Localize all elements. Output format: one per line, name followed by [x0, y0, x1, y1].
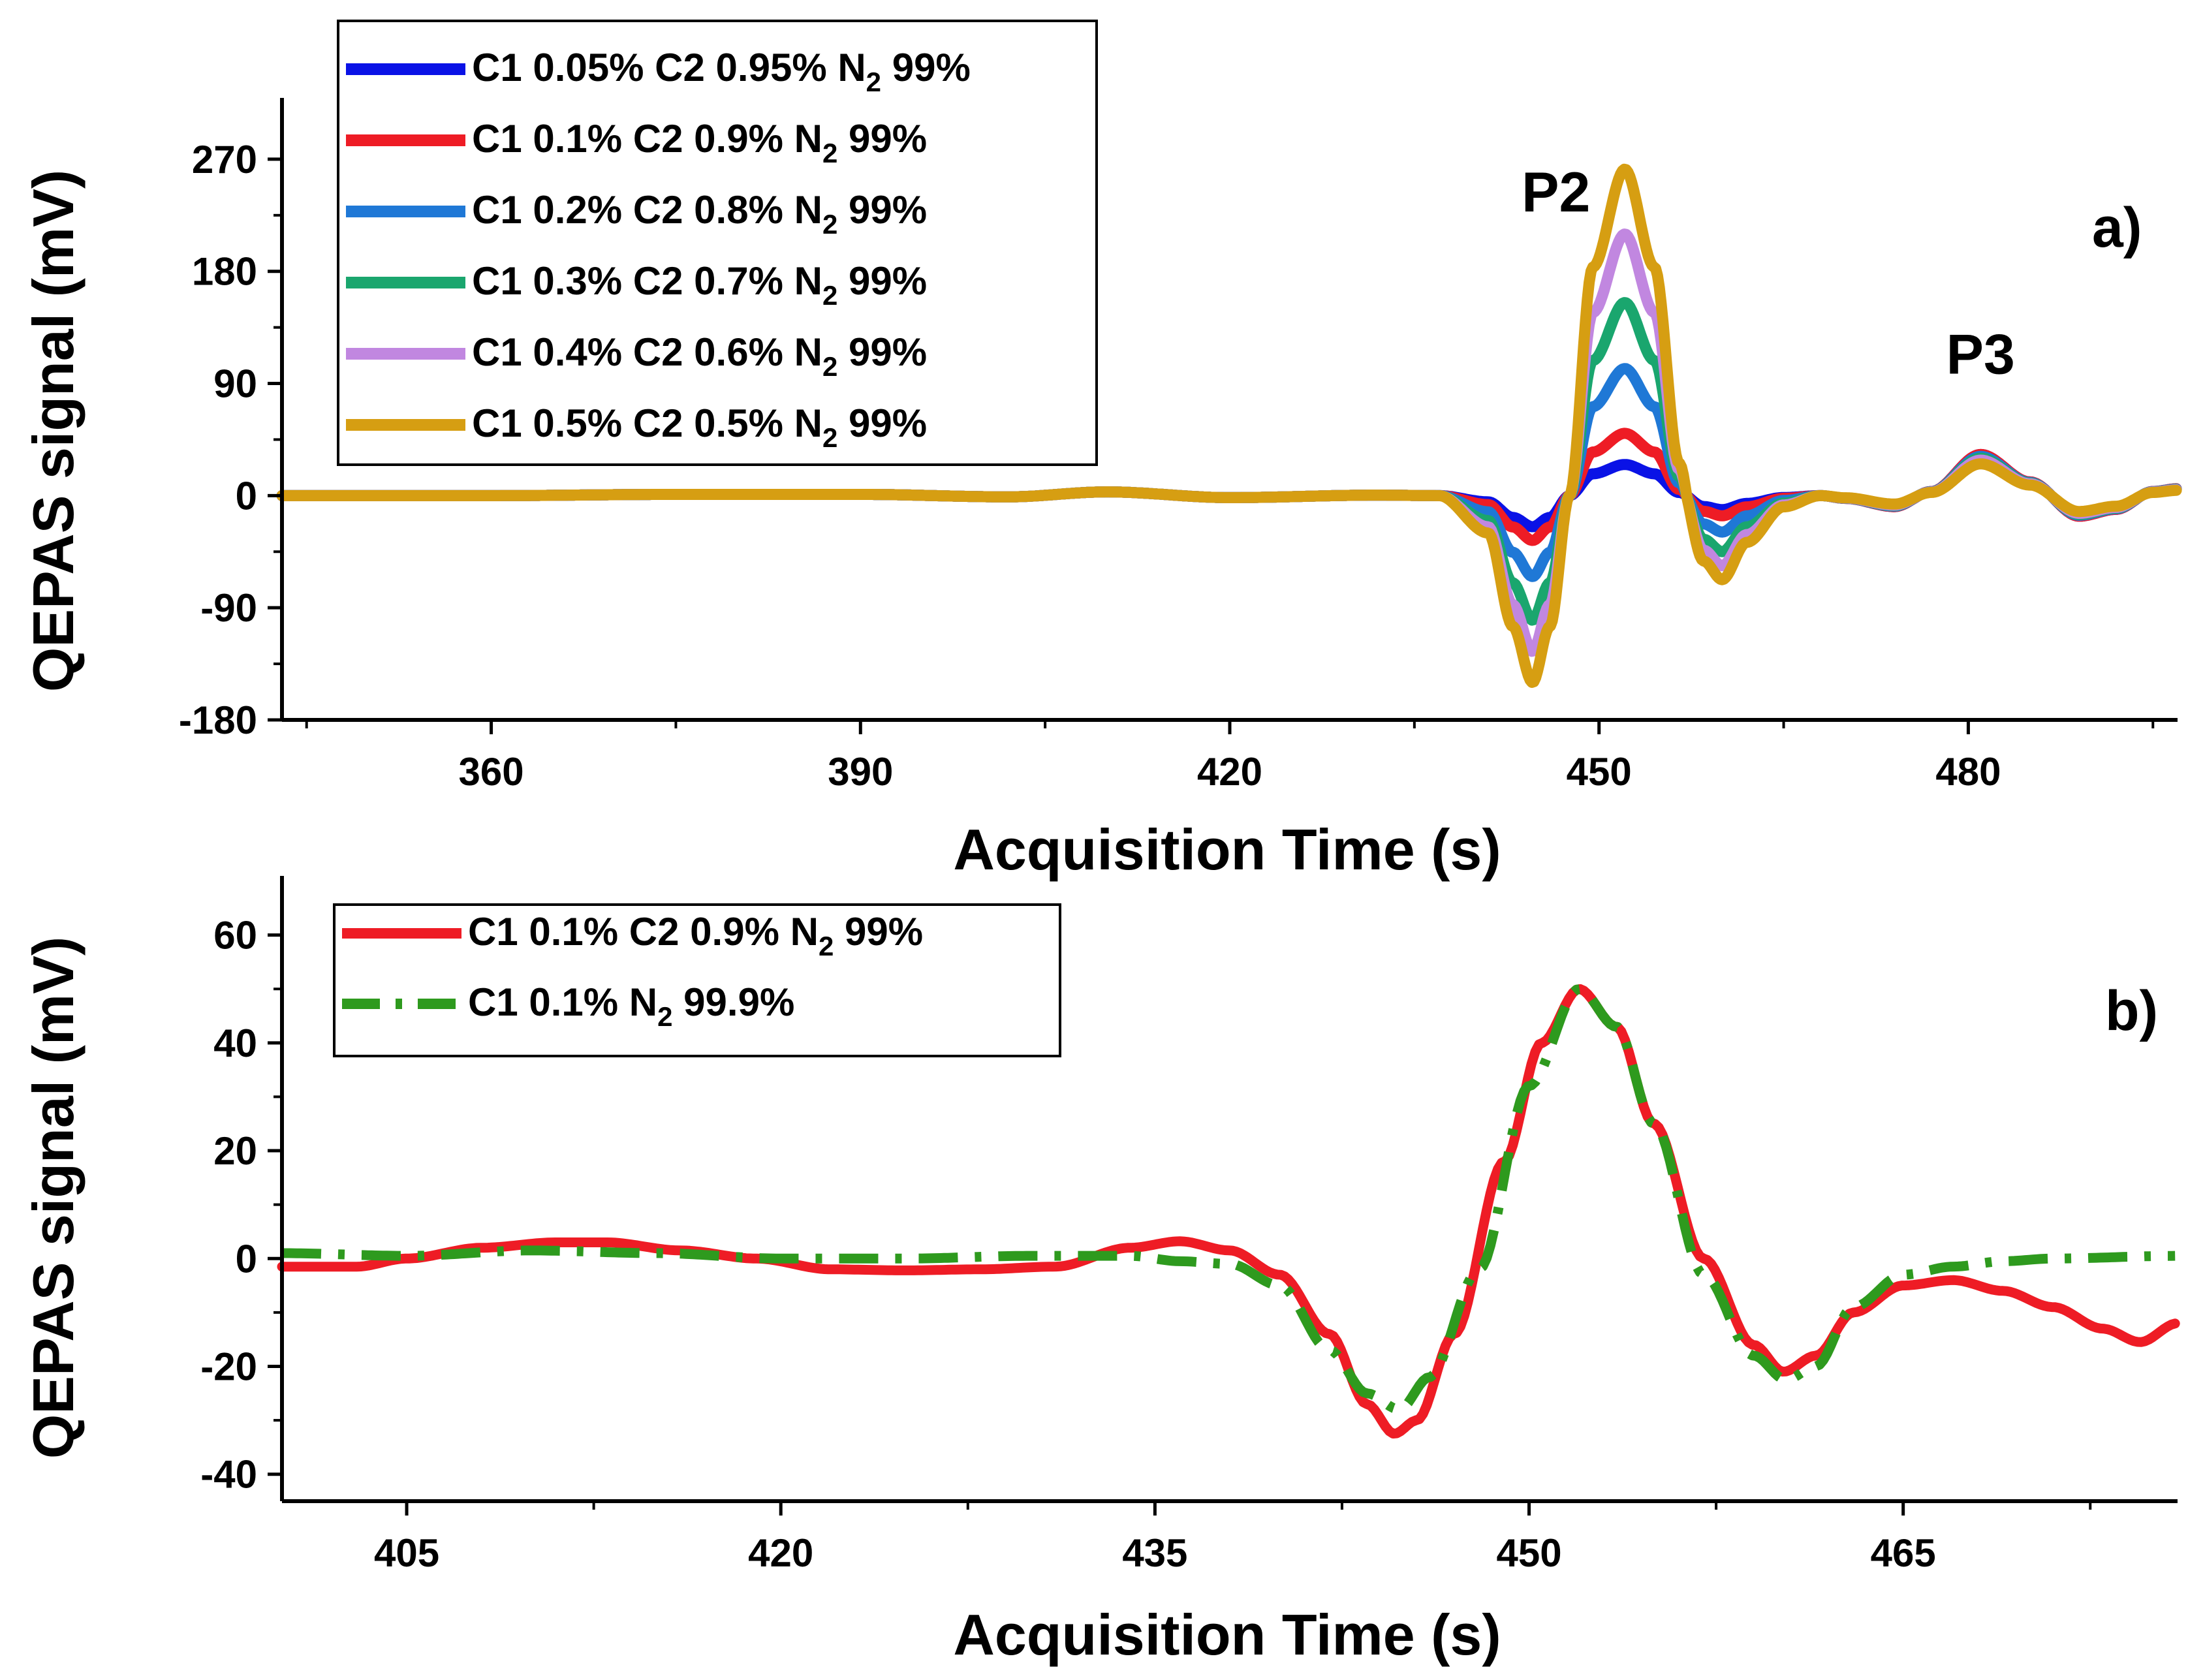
- x-tick-label-b-0: 405: [374, 1531, 439, 1575]
- x-tick-label-a-0: 360: [459, 750, 524, 794]
- panel-b-axes: 405 420 435 450 465 -40 -20 0 20 40 60: [200, 876, 2178, 1575]
- panel-b-series-group: [277, 984, 2180, 1439]
- panel-b-y-axis-title: QEPAS signal (mV): [21, 937, 86, 1459]
- panel-a-axes: 360 390 420 450 480 -180 -90 0 90 180 270: [179, 98, 2178, 794]
- y-tick-label-b-2: 0: [236, 1237, 257, 1281]
- y-tick-label-b-3: 20: [213, 1129, 257, 1173]
- panel-a-series-group: [276, 163, 2182, 688]
- x-tick-label-a-2: 420: [1197, 750, 1262, 794]
- y-tick-label-a-2: 0: [236, 474, 257, 518]
- y-tick-label-a-3: 90: [213, 362, 257, 406]
- y-tick-label-b-5: 60: [213, 914, 257, 957]
- series-line-a-5: [276, 163, 2182, 688]
- y-tick-label-b-1: -20: [200, 1345, 257, 1388]
- chart-panel-b: 405 420 435 450 465 -40 -20 0 20 40 60 QEPAS signa…: [21, 876, 2180, 1667]
- y-tick-label-b-0: -40: [200, 1453, 257, 1497]
- x-tick-label-a-1: 390: [828, 750, 893, 794]
- legend-label-a-3: C1 0.3% C2 0.7% N2 99%: [472, 259, 927, 311]
- x-tick-label-b-2: 435: [1122, 1531, 1187, 1575]
- legend-label-a-0: C1 0.05% C2 0.95% N2 99%: [472, 46, 971, 97]
- panel-b-x-axis-title: Acquisition Time (s): [953, 1602, 1501, 1667]
- x-tick-label-a-4: 480: [1935, 750, 2001, 794]
- legend-label-b-0: C1 0.1% C2 0.9% N2 99%: [468, 910, 923, 961]
- panel-a-x-axis-title: Acquisition Time (s): [953, 817, 1501, 882]
- annotation-p3: P3: [1946, 323, 2015, 386]
- panel-b-label: b): [2105, 980, 2158, 1042]
- legend-label-a-4: C1 0.4% C2 0.6% N2 99%: [472, 330, 927, 382]
- y-tick-label-b-4: 40: [213, 1021, 257, 1065]
- annotation-p2: P2: [1522, 161, 1590, 224]
- x-tick-label-b-4: 465: [1871, 1531, 1936, 1575]
- x-tick-label-a-3: 450: [1567, 750, 1632, 794]
- panel-a-label: a): [2092, 196, 2142, 259]
- x-tick-label-b-1: 420: [748, 1531, 813, 1575]
- y-tick-label-a-0: -180: [179, 698, 257, 742]
- legend-label-b-1: C1 0.1% N2 99.9%: [468, 980, 794, 1032]
- panel-a-y-axis-title: QEPAS signal (mV): [21, 170, 86, 692]
- series-line-b-0: [277, 984, 2180, 1439]
- chart-panel-a: 360 390 420 450 480 -180 -90 0 90 180 270 QEPAS si…: [21, 20, 2182, 882]
- panel-b-legend: C1 0.1% C2 0.9% N2 99% C1 0.1% N2 99.9%: [333, 903, 1061, 1057]
- legend-box-a: [337, 20, 1098, 466]
- y-tick-label-a-1: -90: [200, 586, 257, 630]
- x-tick-label-b-3: 450: [1496, 1531, 1561, 1575]
- legend-label-a-1: C1 0.1% C2 0.9% N2 99%: [472, 117, 927, 168]
- legend-label-a-5: C1 0.5% C2 0.5% N2 99%: [472, 401, 927, 453]
- panel-a-legend: C1 0.05% C2 0.95% N2 99% C1 0.1% C2 0.9% …: [337, 20, 1098, 466]
- legend-label-a-2: C1 0.2% C2 0.8% N2 99%: [472, 188, 927, 240]
- y-tick-label-a-5: 270: [192, 138, 257, 181]
- y-tick-label-a-4: 180: [192, 250, 257, 294]
